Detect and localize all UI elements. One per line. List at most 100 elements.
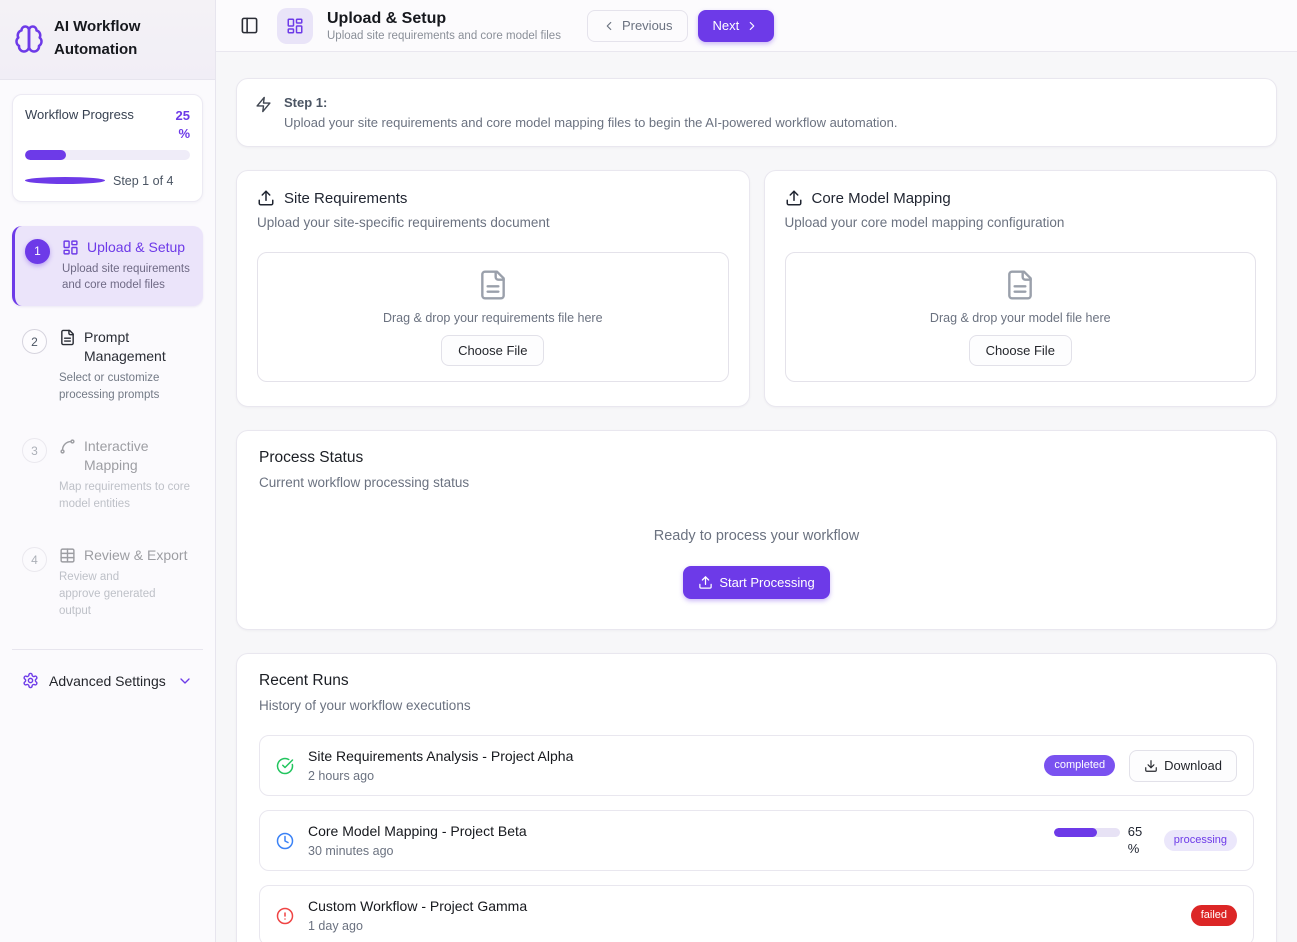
step-counter-text: Step 1 of 4 (113, 174, 174, 189)
run-progress-bar (1053, 827, 1120, 837)
upload-cards-row: Site Requirements Upload your site-speci… (236, 170, 1277, 407)
page-icon-chip (277, 7, 313, 44)
workflow-progress-bar (25, 150, 190, 161)
clock-icon (276, 832, 294, 850)
run-name: Site Requirements Analysis - Project Alp… (308, 748, 574, 764)
file-text-icon (59, 329, 76, 346)
check-circle-icon (276, 757, 294, 775)
process-status-subtitle: Current workflow processing status (259, 475, 470, 490)
workflow-progress-card: Workflow Progress 25 % Step 1 of 4 (12, 94, 203, 202)
topbar: Upload & Setup Upload site requirements … (216, 0, 1297, 52)
upload-icon (698, 575, 713, 590)
status-badge: completed (1044, 755, 1116, 776)
step-nav: 1 Upload & Setup Upload site requirement… (0, 212, 215, 631)
sidebar-item-desc: Upload site requirements and core model … (62, 262, 190, 292)
spline-icon (59, 438, 76, 455)
sidebar-item-desc: Review and approve generated output (59, 571, 156, 617)
step-banner-title: Step 1: (284, 95, 328, 110)
step-number-badge: 2 (22, 329, 47, 355)
step-number-badge: 4 (22, 547, 47, 573)
recent-runs-title: Recent Runs (259, 672, 349, 689)
gear-icon (22, 672, 39, 689)
table-icon (59, 547, 76, 564)
next-button-label: Next (712, 18, 740, 33)
brain-icon (14, 24, 44, 54)
step-number-badge: 3 (22, 438, 47, 464)
card-subtitle: Upload your site-specific requirements d… (257, 215, 550, 230)
workflow-progress-fill (25, 150, 67, 161)
runs-list: Site Requirements Analysis - Project Alp… (259, 735, 1254, 942)
step-info-banner: Step 1: Upload your site requirements an… (236, 78, 1277, 147)
upload-icon (257, 189, 275, 207)
sidebar-item-label: Interactive Mapping (84, 438, 149, 474)
workflow-progress-percent: 25 % (175, 108, 190, 141)
file-text-icon (477, 269, 509, 301)
sidebar-item-label: Review & Export (84, 547, 188, 564)
start-processing-button[interactable]: Start Processing (683, 566, 830, 599)
download-button-label: Download (1164, 758, 1222, 773)
status-badge: processing (1163, 830, 1237, 851)
site-requirements-card: Site Requirements Upload your site-speci… (236, 170, 750, 407)
sidebar-item-label: Prompt Management (84, 329, 166, 364)
sidebar-item-prompt-management[interactable]: 2 Prompt Management Select or customize … (12, 316, 203, 415)
card-title: Core Model Mapping (811, 189, 951, 207)
chevron-right-icon (745, 19, 759, 33)
ready-status-text: Ready to process your workflow (653, 528, 860, 544)
content-scroll-area[interactable]: Step 1: Upload your site requirements an… (216, 52, 1297, 942)
sidebar-header: AI Workflow Automation (0, 0, 215, 80)
run-progress-fill (1053, 827, 1097, 837)
run-time: 30 minutes ago (308, 844, 394, 858)
dropzone-hint: Drag & drop your model file here (929, 310, 1111, 325)
download-icon (1144, 759, 1158, 773)
card-subtitle: Upload your core model mapping configura… (784, 215, 1065, 230)
sidebar-item-label: Upload & Setup (87, 238, 186, 255)
step-banner-description: Upload your site requirements and core m… (284, 115, 898, 130)
run-time: 2 hours ago (308, 769, 375, 783)
run-time: 1 day ago (308, 919, 363, 933)
card-title: Site Requirements (284, 189, 408, 207)
step-number-badge: 1 (25, 238, 50, 264)
run-row-completed[interactable]: Site Requirements Analysis - Project Alp… (259, 735, 1254, 796)
sidebar-divider (12, 649, 203, 651)
sidebar-item-upload-setup[interactable]: 1 Upload & Setup Upload site requirement… (12, 225, 203, 307)
sidebar-item-desc: Select or customize processing prompts (59, 371, 160, 401)
run-name: Core Model Mapping - Project Beta (308, 823, 527, 839)
page-subtitle: Upload site requirements and core model … (327, 29, 561, 42)
run-row-processing[interactable]: Core Model Mapping - Project Beta 30 min… (259, 810, 1254, 871)
recent-runs-card: Recent Runs History of your workflow exe… (236, 653, 1277, 942)
recent-runs-subtitle: History of your workflow executions (259, 698, 471, 713)
page-title: Upload & Setup (327, 9, 447, 27)
zap-icon (255, 96, 272, 130)
run-progress: 65 % (1053, 823, 1150, 858)
requirements-dropzone[interactable]: Drag & drop your requirements file here … (257, 252, 729, 382)
sidebar-item-review-export[interactable]: 4 Review & Export Review and approve gen… (12, 534, 203, 631)
upload-icon (785, 189, 803, 207)
sidebar: AI Workflow Automation Workflow Progress… (0, 0, 216, 942)
previous-button[interactable]: Previous (586, 9, 688, 42)
main-area: Upload & Setup Upload site requirements … (216, 0, 1297, 942)
step-indicator-dot (25, 177, 105, 185)
sidebar-toggle-button[interactable] (236, 12, 263, 39)
advanced-settings-toggle[interactable]: Advanced Settings (12, 664, 203, 697)
sidebar-item-interactive-mapping[interactable]: 3 Interactive Mapping Map requirements t… (12, 425, 203, 524)
run-progress-percent: 65 % (1127, 823, 1143, 856)
start-processing-label: Start Processing (719, 575, 815, 590)
model-dropzone[interactable]: Drag & drop your model file here Choose … (784, 252, 1256, 382)
workflow-progress-label: Workflow Progress (25, 107, 134, 122)
app-title: AI Workflow Automation (54, 18, 141, 58)
alert-circle-icon (276, 907, 294, 925)
previous-button-label: Previous (621, 18, 673, 33)
download-button[interactable]: Download (1129, 749, 1237, 782)
process-status-card: Process Status Current workflow processi… (236, 430, 1277, 630)
next-button[interactable]: Next (697, 9, 775, 42)
choose-file-button[interactable]: Choose File (968, 334, 1072, 366)
choose-file-button[interactable]: Choose File (441, 334, 545, 366)
advanced-settings-label: Advanced Settings (49, 672, 166, 689)
dropzone-hint: Drag & drop your requirements file here (382, 310, 603, 325)
file-text-icon (1004, 269, 1036, 301)
core-model-mapping-card: Core Model Mapping Upload your core mode… (763, 170, 1277, 407)
run-row-failed[interactable]: Custom Workflow - Project Gamma 1 day ag… (259, 885, 1254, 942)
chevron-down-icon (177, 673, 193, 689)
status-badge: failed (1190, 905, 1237, 926)
